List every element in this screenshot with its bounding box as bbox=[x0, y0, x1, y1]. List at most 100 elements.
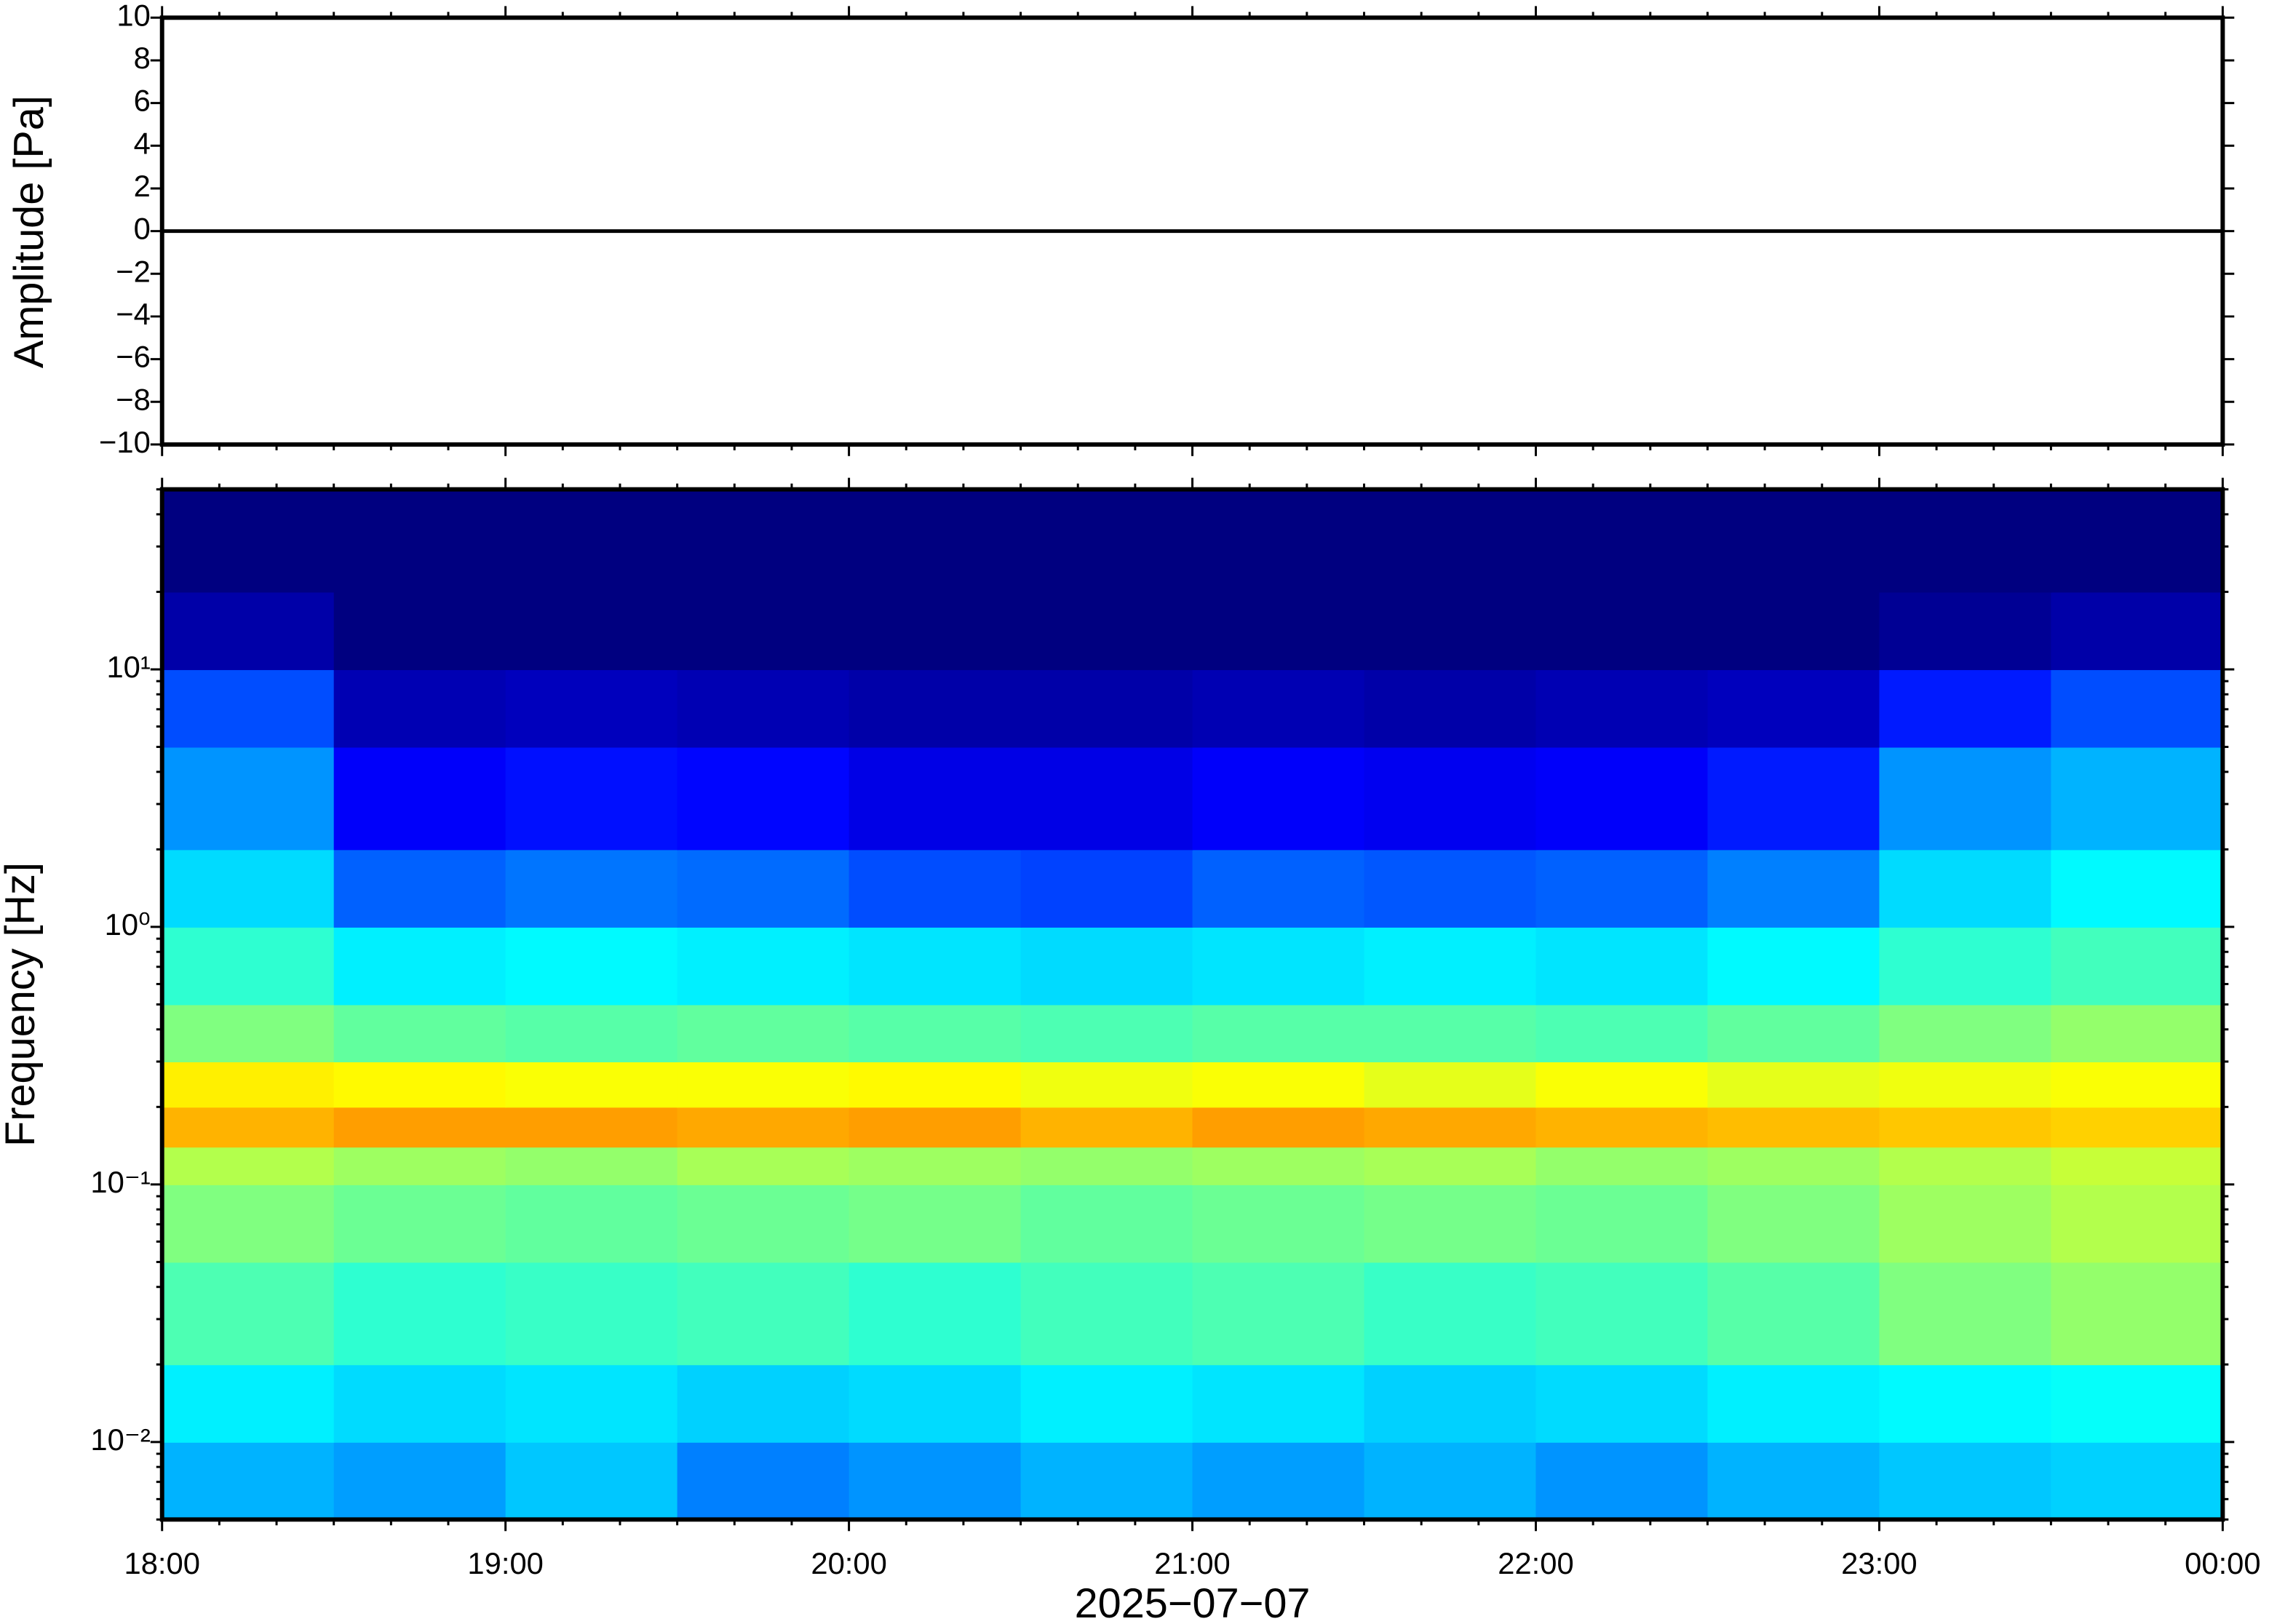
heatmap-cell bbox=[1020, 1184, 1193, 1263]
heatmap-cell bbox=[2051, 747, 2224, 851]
heatmap-cell bbox=[1707, 489, 1880, 593]
heatmap-cell bbox=[1879, 926, 2052, 1006]
heatmap-cell bbox=[162, 1364, 335, 1443]
heatmap-cell bbox=[1707, 1061, 1880, 1108]
heatmap-cell bbox=[333, 669, 506, 748]
heatmap-cell bbox=[1707, 1364, 1880, 1443]
heatmap-cell bbox=[677, 1364, 850, 1443]
heatmap-cell bbox=[333, 1107, 506, 1148]
heatmap-cell bbox=[1879, 1107, 2052, 1148]
heatmap-cell bbox=[2051, 1107, 2224, 1148]
y-tick-label: 2 bbox=[134, 169, 151, 203]
heatmap-cell bbox=[162, 1107, 335, 1148]
heatmap-cell bbox=[162, 669, 335, 748]
heatmap-cell bbox=[677, 747, 850, 851]
heatmap-cell bbox=[1364, 1184, 1537, 1263]
heatmap-cell bbox=[1192, 1364, 1365, 1443]
heatmap-cell bbox=[505, 1004, 678, 1062]
y-tick-label: 0 bbox=[134, 212, 151, 246]
heatmap-cell bbox=[677, 1441, 850, 1521]
heatmap-cell bbox=[505, 1262, 678, 1366]
heatmap-cell bbox=[1020, 849, 1193, 928]
heatmap-cell bbox=[1020, 669, 1193, 748]
heatmap-cell bbox=[333, 1441, 506, 1521]
heatmap-cell bbox=[1192, 1004, 1365, 1062]
heatmap-cell bbox=[505, 1441, 678, 1521]
heatmap-cell bbox=[1707, 926, 1880, 1006]
heatmap-cell bbox=[1364, 747, 1537, 851]
heatmap-cell bbox=[1535, 926, 1709, 1006]
heatmap-cell bbox=[1192, 1441, 1365, 1521]
heatmap-cell bbox=[1192, 489, 1365, 593]
heatmap-cell bbox=[1020, 1107, 1193, 1148]
heatmap-cell bbox=[1707, 849, 1880, 928]
heatmap-cell bbox=[1879, 1364, 2052, 1443]
heatmap-cell bbox=[677, 1004, 850, 1062]
y-axis-label: Amplitude [Pa] bbox=[6, 95, 52, 368]
plot-frame bbox=[159, 487, 2225, 1522]
heatmap-cell bbox=[677, 1061, 850, 1108]
x-tick-label: 18:00 bbox=[124, 1546, 199, 1580]
heatmap-cell bbox=[2051, 1061, 2224, 1108]
heatmap-cell bbox=[333, 489, 506, 593]
heatmap-cell bbox=[162, 1441, 335, 1521]
heatmap-cell bbox=[505, 592, 678, 670]
heatmap-cell bbox=[1192, 1061, 1365, 1108]
heatmap-cell bbox=[677, 1107, 850, 1148]
y-tick-label: 10¹ bbox=[106, 650, 150, 684]
heatmap-cell bbox=[1535, 1107, 1709, 1148]
heatmap-cell bbox=[162, 1184, 335, 1263]
heatmap-cell bbox=[162, 747, 335, 851]
heatmap-cell bbox=[1192, 1184, 1365, 1263]
heatmap-cell bbox=[1020, 1061, 1193, 1108]
x-tick-label: 20:00 bbox=[811, 1546, 886, 1580]
heatmap-cell bbox=[849, 1184, 1022, 1263]
heatmap-cell bbox=[849, 849, 1022, 928]
x-axis-label: 2025−07−07 bbox=[1075, 1580, 1311, 1624]
plot-frame bbox=[159, 15, 2225, 447]
y-tick-label: 10 bbox=[116, 0, 150, 32]
heatmap-cell bbox=[1364, 849, 1537, 928]
heatmap-cell bbox=[505, 489, 678, 593]
heatmap-cell bbox=[333, 926, 506, 1006]
heatmap-cell bbox=[1879, 669, 2052, 748]
heatmap-cell bbox=[1192, 849, 1365, 928]
heatmap-cell bbox=[333, 592, 506, 670]
heatmap-cell bbox=[505, 1364, 678, 1443]
heatmap-cell bbox=[162, 1147, 335, 1185]
heatmap-cell bbox=[1707, 1147, 1880, 1185]
heatmap-cell bbox=[1020, 1364, 1193, 1443]
heatmap-cell bbox=[1707, 1262, 1880, 1366]
x-tick-label: 19:00 bbox=[467, 1546, 543, 1580]
heatmap-cell bbox=[1364, 1147, 1537, 1185]
y-tick-label: 4 bbox=[134, 126, 151, 160]
heatmap-cell bbox=[505, 1107, 678, 1148]
heatmap-cell bbox=[505, 926, 678, 1006]
heatmap-cell bbox=[2051, 1184, 2224, 1263]
heatmap-cell bbox=[1707, 669, 1880, 748]
heatmap-cell bbox=[677, 592, 850, 670]
heatmap-cell bbox=[849, 1441, 1022, 1521]
heatmap-cell bbox=[849, 926, 1022, 1006]
x-tick-label: 22:00 bbox=[1498, 1546, 1573, 1580]
heatmap-cell bbox=[2051, 489, 2224, 593]
heatmap-cell bbox=[162, 1004, 335, 1062]
heatmap-cell bbox=[1707, 1441, 1880, 1521]
heatmap-cell bbox=[1535, 1061, 1709, 1108]
y-tick-label: 10⁻¹ bbox=[90, 1165, 150, 1199]
heatmap-cell bbox=[333, 747, 506, 851]
heatmap-cell bbox=[333, 1184, 506, 1263]
heatmap-cell bbox=[849, 1004, 1022, 1062]
heatmap-cell bbox=[1364, 1364, 1537, 1443]
heatmap-cell bbox=[333, 849, 506, 928]
heatmap-cell bbox=[333, 1364, 506, 1443]
heatmap-cell bbox=[162, 849, 335, 928]
heatmap-cell bbox=[849, 669, 1022, 748]
heatmap-cell bbox=[849, 1147, 1022, 1185]
heatmap-cell bbox=[2051, 1262, 2224, 1366]
heatmap-cell bbox=[849, 489, 1022, 593]
heatmap-cell bbox=[677, 669, 850, 748]
heatmap-cell bbox=[1879, 1262, 2052, 1366]
heatmap-cell bbox=[1707, 1184, 1880, 1263]
